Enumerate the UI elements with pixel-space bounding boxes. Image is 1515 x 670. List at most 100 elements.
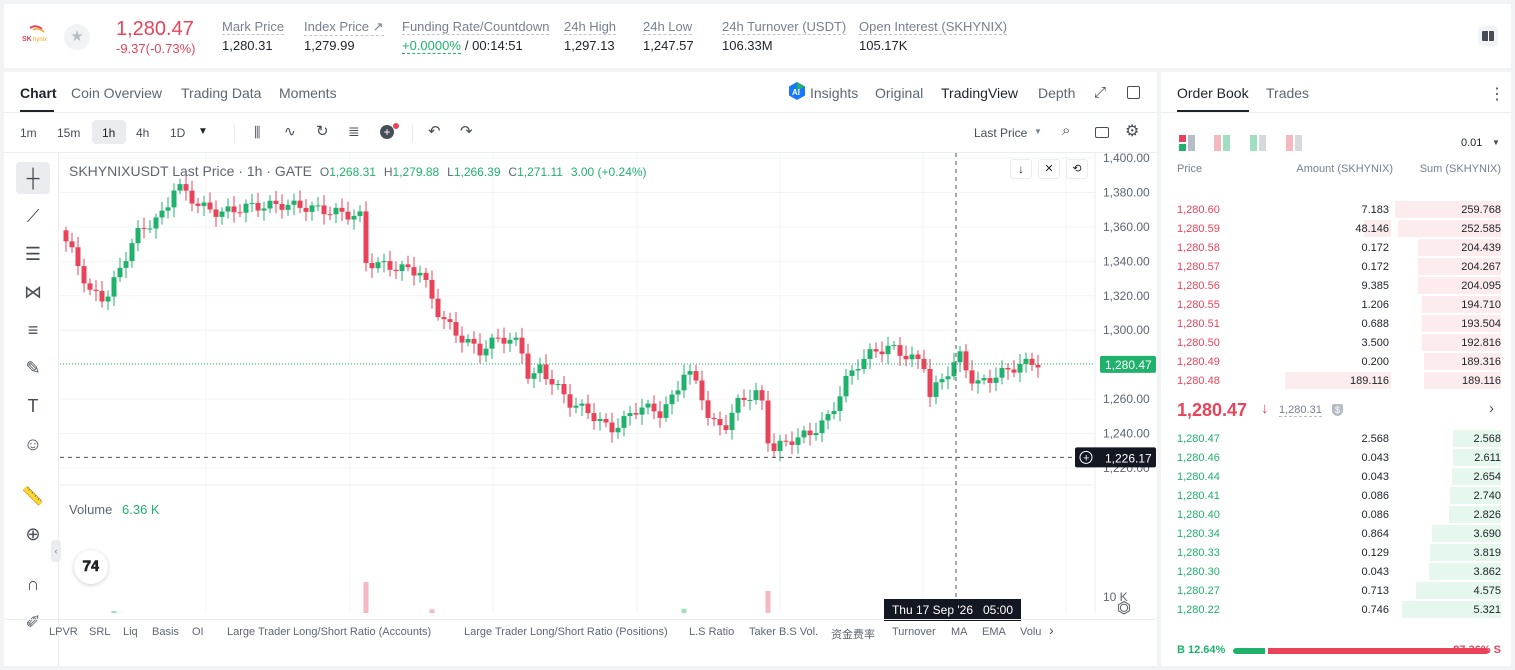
- ask-row[interactable]: 1,280.55 1.206 194.710: [1161, 295, 1511, 314]
- view-tradingview[interactable]: TradingView: [941, 85, 1019, 101]
- magnet-icon[interactable]: ∩: [26, 573, 40, 594]
- view-depth[interactable]: Depth: [1038, 85, 1076, 101]
- tab-moments[interactable]: Moments: [279, 85, 337, 101]
- bid-row[interactable]: 1,280.47 2.568 2.568: [1161, 429, 1511, 448]
- interval-4h[interactable]: 4h: [136, 126, 150, 140]
- order-sum: 3.690: [1473, 528, 1501, 540]
- view-insights[interactable]: Insights: [810, 85, 859, 101]
- tab-coin-overview[interactable]: Coin Overview: [71, 85, 163, 101]
- legend-down-arrow-icon[interactable]: ↓: [1010, 159, 1032, 179]
- indicator-11[interactable]: MA: [951, 626, 968, 638]
- candle-body: [555, 384, 561, 386]
- ask-row[interactable]: 1,280.56 9.385 204.095: [1161, 276, 1511, 295]
- view-both-icon[interactable]: [1179, 135, 1195, 151]
- indicator-8[interactable]: Taker B.S Vol.: [749, 626, 819, 638]
- tab-order-book[interactable]: Order Book: [1177, 85, 1249, 101]
- expand-icon[interactable]: ⤢: [1094, 84, 1107, 101]
- view-asks-icon[interactable]: [1286, 135, 1302, 151]
- interval-dropdown-icon[interactable]: ▼: [198, 126, 208, 137]
- ask-row[interactable]: 1,280.57 0.172 204.267: [1161, 257, 1511, 276]
- depth-sum-bar: [1423, 353, 1501, 370]
- interval-1m[interactable]: 1m: [20, 126, 37, 140]
- pencil-icon[interactable]: ✐: [25, 611, 41, 632]
- ask-row[interactable]: 1,280.59 48.146 252.585: [1161, 219, 1511, 238]
- candlestick-chart[interactable]: 1,400.00 1,380.00 1,360.00 1,340.00 1,320.00…: [60, 153, 1157, 613]
- indicator-10[interactable]: Turnover: [892, 626, 936, 638]
- legend-collapse-icon[interactable]: ✕: [1038, 159, 1060, 179]
- bid-row[interactable]: 1,280.46 0.043 2.611: [1161, 448, 1511, 467]
- screenshot-camera-icon[interactable]: [1095, 127, 1109, 138]
- mid-expand-arrow-icon[interactable]: ›: [1489, 400, 1494, 417]
- precision-caret-icon[interactable]: ▼: [1492, 138, 1500, 147]
- price-axis-label: 1,320.00: [1103, 289, 1150, 303]
- ruler-icon[interactable]: 📏: [21, 485, 45, 506]
- ask-row[interactable]: 1,280.48 189.116 189.116: [1161, 371, 1511, 390]
- more-menu-icon[interactable]: ⋮: [1489, 86, 1505, 103]
- crosshair-icon[interactable]: ┼: [16, 162, 50, 194]
- notes-icon[interactable]: [1478, 26, 1498, 46]
- emoji-icon[interactable]: ☺: [23, 433, 43, 454]
- view-bids-icon[interactable]: [1250, 135, 1266, 151]
- indicator-6[interactable]: Large Trader Long/Short Ratio (Positions…: [464, 626, 668, 638]
- indicator-7[interactable]: L.S Ratio: [689, 626, 735, 638]
- tab-trading-data[interactable]: Trading Data: [181, 85, 262, 101]
- bid-row[interactable]: 1,280.40 0.086 2.826: [1161, 505, 1511, 524]
- templates-icon[interactable]: ≣: [348, 123, 360, 139]
- indicator-0[interactable]: LPVR: [49, 626, 78, 638]
- indicator-12[interactable]: EMA: [982, 626, 1006, 638]
- indicator-scroll-right-icon[interactable]: ›: [1049, 622, 1054, 638]
- bid-row[interactable]: 1,280.27 0.713 4.575: [1161, 581, 1511, 600]
- settings-gear-icon[interactable]: ⚙: [1125, 123, 1140, 140]
- zoom-in-icon[interactable]: ⊕: [25, 523, 41, 544]
- indicator-5[interactable]: Large Trader Long/Short Ratio (Accounts): [227, 626, 432, 638]
- indicators-icon[interactable]: ∿: [284, 123, 296, 139]
- search-icon[interactable]: ⌕: [1062, 122, 1071, 139]
- tab-chart[interactable]: Chart: [20, 85, 57, 101]
- bid-row[interactable]: 1,280.44 0.043 2.654: [1161, 467, 1511, 486]
- bid-row[interactable]: 1,280.41 0.086 2.740: [1161, 486, 1511, 505]
- indicator-9[interactable]: 资金费率: [831, 629, 875, 641]
- candle-type-icon[interactable]: ⫼: [254, 124, 261, 140]
- price-type-caret-icon[interactable]: ▼: [1034, 127, 1042, 136]
- brush-icon[interactable]: ✎: [25, 357, 41, 378]
- legend-more-icon[interactable]: ⟲: [1066, 159, 1088, 179]
- interval-15m[interactable]: 15m: [57, 126, 81, 140]
- redo-icon[interactable]: ↷: [460, 123, 473, 140]
- ask-row[interactable]: 1,280.50 3.500 192.816: [1161, 333, 1511, 352]
- collapse-sidebar-icon[interactable]: ‹: [51, 540, 61, 562]
- ask-row[interactable]: 1,280.49 0.200 189.316: [1161, 352, 1511, 371]
- indicator-2[interactable]: Liq: [123, 626, 138, 638]
- ask-row[interactable]: 1,280.60 7.183 259.768: [1161, 200, 1511, 219]
- tab-trades[interactable]: Trades: [1266, 85, 1310, 101]
- add-alert-icon[interactable]: +: [380, 125, 394, 139]
- ask-row[interactable]: 1,280.51 0.688 193.504: [1161, 314, 1511, 333]
- indicator-13[interactable]: Volu: [1020, 626, 1042, 638]
- indicator-3[interactable]: Basis: [152, 626, 179, 638]
- interval-1h-active[interactable]: [92, 120, 126, 144]
- favorite-star-icon[interactable]: ★: [64, 24, 90, 50]
- layout-square-icon[interactable]: [1127, 86, 1140, 99]
- bid-row[interactable]: 1,280.30 0.043 3.862: [1161, 562, 1511, 581]
- replay-icon[interactable]: ↻: [316, 123, 329, 140]
- bid-row[interactable]: 1,280.22 0.746 5.321: [1161, 600, 1511, 619]
- interval-1d[interactable]: 1D: [170, 126, 186, 140]
- bid-row[interactable]: 1,280.33 0.129 3.819: [1161, 543, 1511, 562]
- view-split-icon[interactable]: [1214, 135, 1230, 151]
- interval-1h[interactable]: 1h: [102, 126, 116, 140]
- view-original[interactable]: Original: [875, 85, 924, 101]
- indicator-1[interactable]: SRL: [89, 626, 111, 638]
- precision-select[interactable]: 0.01: [1461, 137, 1483, 149]
- undo-icon[interactable]: ↶: [428, 123, 441, 140]
- ask-row[interactable]: 1,280.58 0.172 204.439: [1161, 238, 1511, 257]
- horizontal-lines-icon[interactable]: ☰: [24, 243, 42, 264]
- svg-text:SK: SK: [22, 36, 32, 43]
- sk-hynix-logo: SK hynix: [20, 24, 54, 46]
- fib-levels-icon[interactable]: ≡: [27, 319, 39, 340]
- text-tool-icon[interactable]: T: [27, 395, 39, 416]
- bid-row[interactable]: 1,280.34 0.864 3.690: [1161, 524, 1511, 543]
- price-type-select[interactable]: Last Price: [974, 126, 1028, 140]
- axis-settings-icon[interactable]: ⏣: [1117, 600, 1131, 617]
- indicator-4[interactable]: OI: [192, 626, 204, 638]
- trendline-icon[interactable]: ⟋: [26, 205, 40, 226]
- pattern-icon[interactable]: ⋈: [24, 281, 42, 302]
